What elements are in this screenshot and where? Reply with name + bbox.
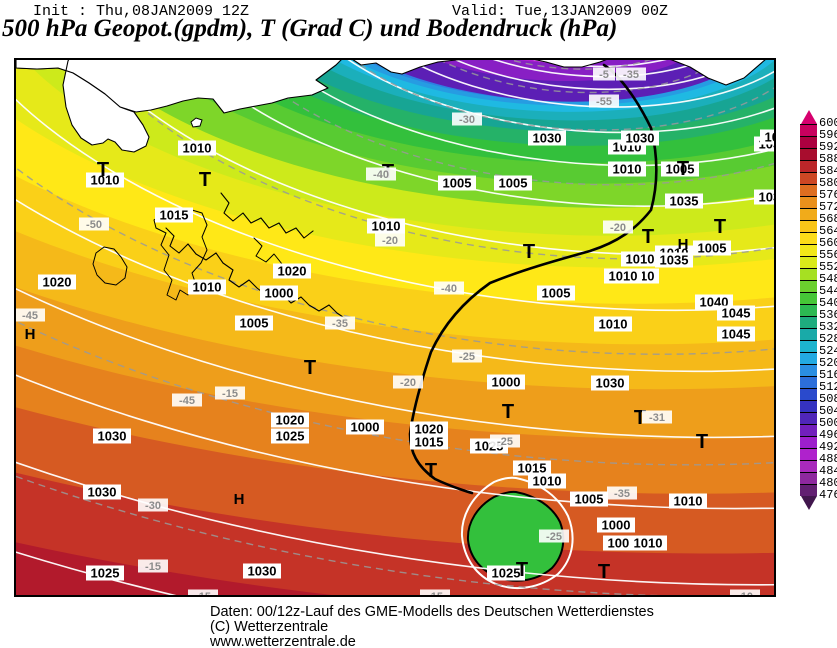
svg-text:1005: 1005 [698, 241, 727, 256]
svg-text:1020: 1020 [276, 413, 305, 428]
svg-text:T: T [642, 226, 654, 248]
svg-text:1035: 1035 [670, 194, 699, 209]
svg-text:-10: -10 [737, 591, 753, 597]
svg-text:1010: 1010 [183, 141, 212, 156]
svg-text:1005: 1005 [443, 176, 472, 191]
svg-text:T: T [502, 401, 514, 423]
svg-text:-55: -55 [596, 96, 612, 108]
svg-text:-15: -15 [145, 561, 161, 573]
svg-text:1025: 1025 [91, 566, 120, 581]
svg-text:-15: -15 [195, 591, 211, 597]
svg-text:1030: 1030 [626, 131, 655, 146]
svg-text:1010: 1010 [626, 252, 655, 267]
svg-text:-40: -40 [373, 169, 389, 181]
svg-text:-35: -35 [623, 69, 639, 81]
svg-text:-50: -50 [86, 219, 102, 231]
svg-text:1010: 1010 [634, 536, 663, 551]
svg-text:1035: 1035 [759, 190, 776, 205]
svg-text:-40: -40 [441, 283, 457, 295]
svg-text:-5: -5 [599, 69, 609, 81]
svg-text:1005: 1005 [542, 286, 571, 301]
svg-text:1020: 1020 [415, 422, 444, 437]
svg-text:1045: 1045 [722, 327, 751, 342]
svg-text:-15: -15 [222, 388, 238, 400]
svg-text:1005: 1005 [499, 176, 528, 191]
svg-text:1010: 1010 [372, 219, 401, 234]
svg-text:1030: 1030 [248, 564, 277, 579]
svg-text:1010: 1010 [613, 162, 642, 177]
svg-text:H: H [234, 491, 245, 508]
svg-text:-20: -20 [382, 235, 398, 247]
svg-text:-25: -25 [546, 531, 562, 543]
svg-text:-30: -30 [145, 500, 161, 512]
svg-text:1030: 1030 [596, 376, 625, 391]
svg-text:1040: 1040 [765, 130, 776, 145]
svg-text:1035: 1035 [660, 253, 689, 268]
svg-text:H: H [25, 326, 36, 343]
svg-text:1010: 1010 [674, 494, 703, 509]
svg-text:-20: -20 [400, 377, 416, 389]
svg-text:-45: -45 [179, 395, 195, 407]
svg-text:1000: 1000 [351, 420, 380, 435]
svg-text:1010: 1010 [193, 280, 222, 295]
svg-text:1030: 1030 [533, 131, 562, 146]
svg-text:T: T [677, 158, 689, 180]
svg-text:1005: 1005 [575, 492, 604, 507]
svg-text:T: T [425, 460, 437, 482]
svg-text:T: T [304, 357, 316, 379]
svg-text:1000: 1000 [265, 286, 294, 301]
svg-text:T: T [696, 431, 708, 453]
svg-text:-35: -35 [614, 488, 630, 500]
svg-text:1010: 1010 [609, 269, 638, 284]
svg-text:-30: -30 [459, 114, 475, 126]
svg-text:1045: 1045 [722, 306, 751, 321]
svg-text:1015: 1015 [415, 435, 444, 450]
svg-text:H: H [678, 236, 689, 253]
svg-text:T: T [714, 216, 726, 238]
svg-text:1005: 1005 [240, 316, 269, 331]
svg-text:-20: -20 [610, 222, 626, 234]
svg-text:-15: -15 [427, 591, 443, 597]
svg-text:1020: 1020 [43, 275, 72, 290]
svg-text:-25: -25 [459, 351, 475, 363]
svg-text:T: T [598, 561, 610, 583]
svg-text:T: T [516, 559, 528, 581]
svg-text:-25: -25 [497, 436, 513, 448]
svg-text:T: T [523, 241, 535, 263]
svg-text:1000: 1000 [602, 518, 631, 533]
svg-text:1020: 1020 [278, 264, 307, 279]
svg-text:1000: 1000 [492, 375, 521, 390]
svg-text:1030: 1030 [88, 485, 117, 500]
svg-text:1025: 1025 [276, 429, 305, 444]
svg-text:1010: 1010 [533, 474, 562, 489]
svg-text:-45: -45 [22, 310, 38, 322]
svg-text:T: T [199, 169, 211, 191]
svg-text:T: T [97, 159, 109, 181]
svg-text:1015: 1015 [160, 208, 189, 223]
svg-text:-35: -35 [332, 318, 348, 330]
svg-text:1010: 1010 [599, 317, 628, 332]
svg-text:1030: 1030 [98, 429, 127, 444]
svg-text:-31: -31 [649, 412, 665, 424]
